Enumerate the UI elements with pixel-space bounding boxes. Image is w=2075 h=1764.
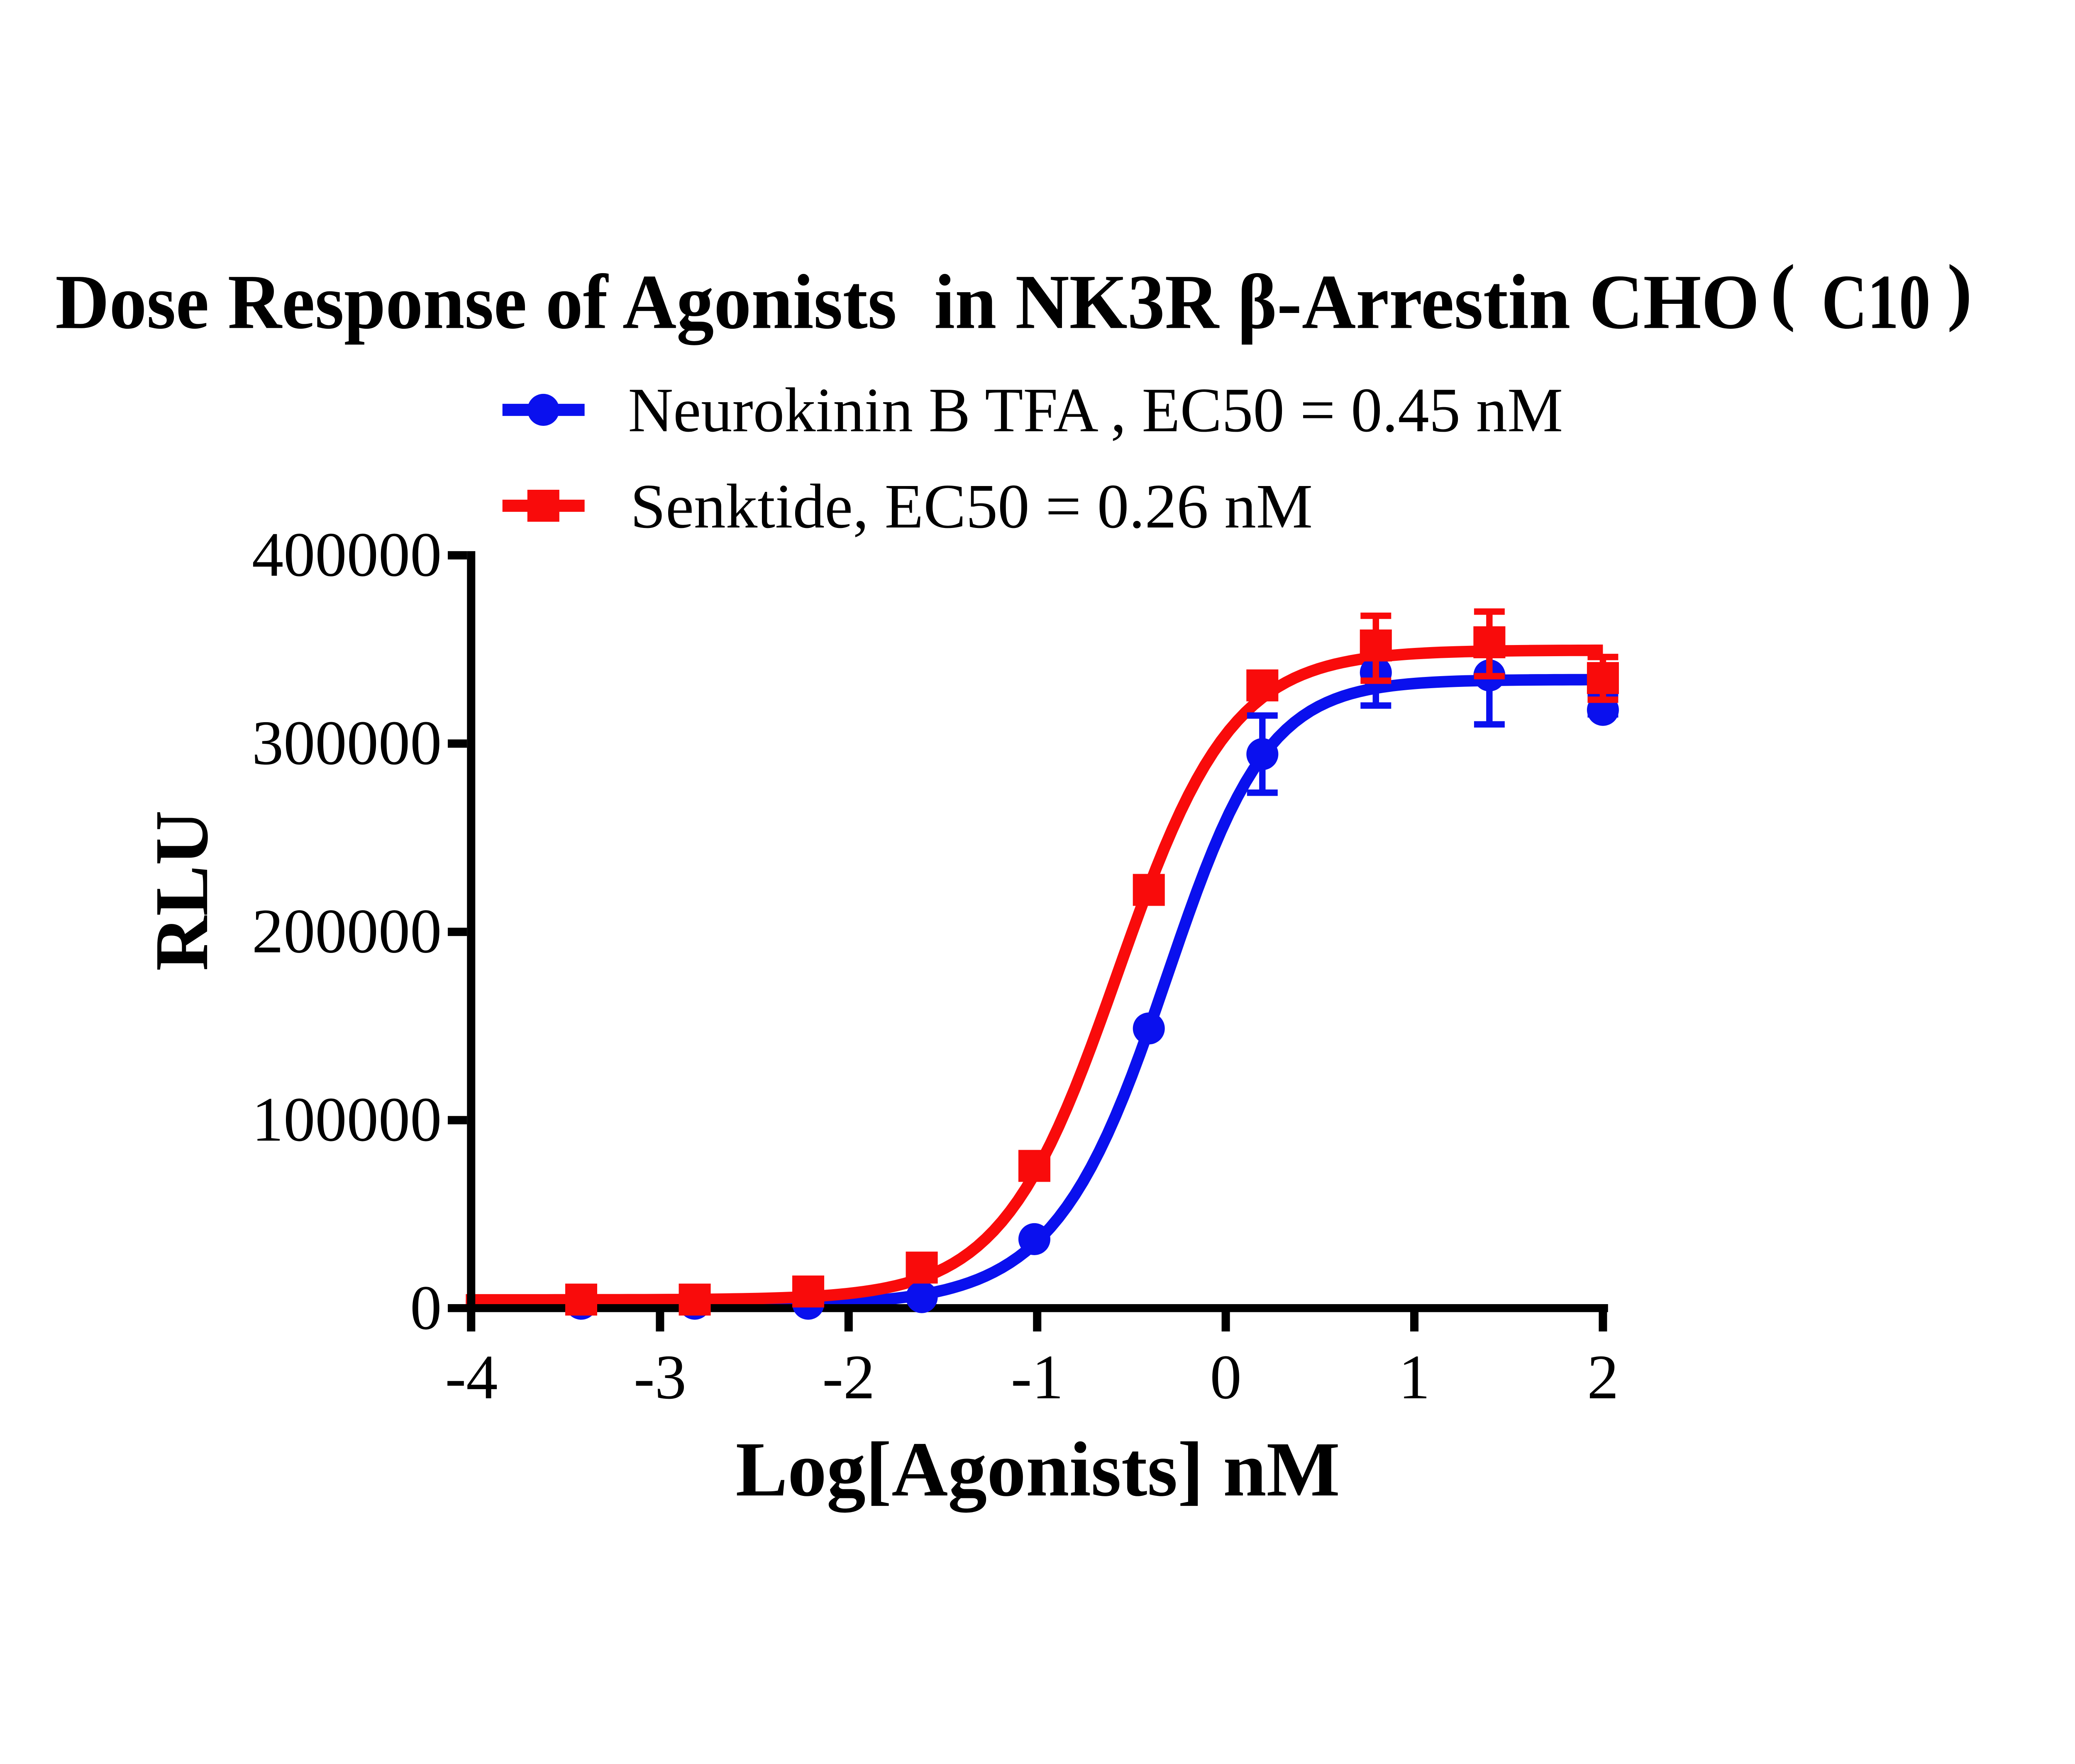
svg-text:-4: -4 — [445, 1342, 498, 1412]
svg-text:-3: -3 — [634, 1342, 686, 1412]
svg-text:-1: -1 — [1011, 1342, 1064, 1412]
svg-text:200000: 200000 — [252, 896, 442, 966]
svg-text:0: 0 — [1210, 1342, 1242, 1412]
svg-text:RLU: RLU — [139, 810, 224, 971]
svg-text:-2: -2 — [822, 1342, 875, 1412]
svg-text:Dose Response of Agonists in: Dose Response of Agonists in NK3R β-Arre… — [55, 259, 1760, 345]
svg-text:Log[Agonists] nM: Log[Agonists] nM — [736, 1426, 1340, 1513]
svg-text:Senktide, EC50 = 0.26 nM: Senktide, EC50 = 0.26 nM — [630, 471, 1313, 541]
svg-text:300000: 300000 — [252, 708, 442, 778]
svg-text:C10: C10 — [1821, 259, 1931, 345]
svg-text:100000: 100000 — [252, 1084, 442, 1154]
svg-text:Neurokinin B TFA , EC50 = 0.45: Neurokinin B TFA , EC50 = 0.45 nM — [628, 375, 1563, 445]
svg-text:0: 0 — [410, 1273, 442, 1343]
svg-text:1: 1 — [1399, 1342, 1430, 1412]
svg-text:(: ( — [1770, 250, 1795, 333]
svg-text:400000: 400000 — [252, 519, 442, 589]
svg-text:2: 2 — [1587, 1342, 1618, 1412]
svg-text:): ) — [1947, 250, 1972, 333]
